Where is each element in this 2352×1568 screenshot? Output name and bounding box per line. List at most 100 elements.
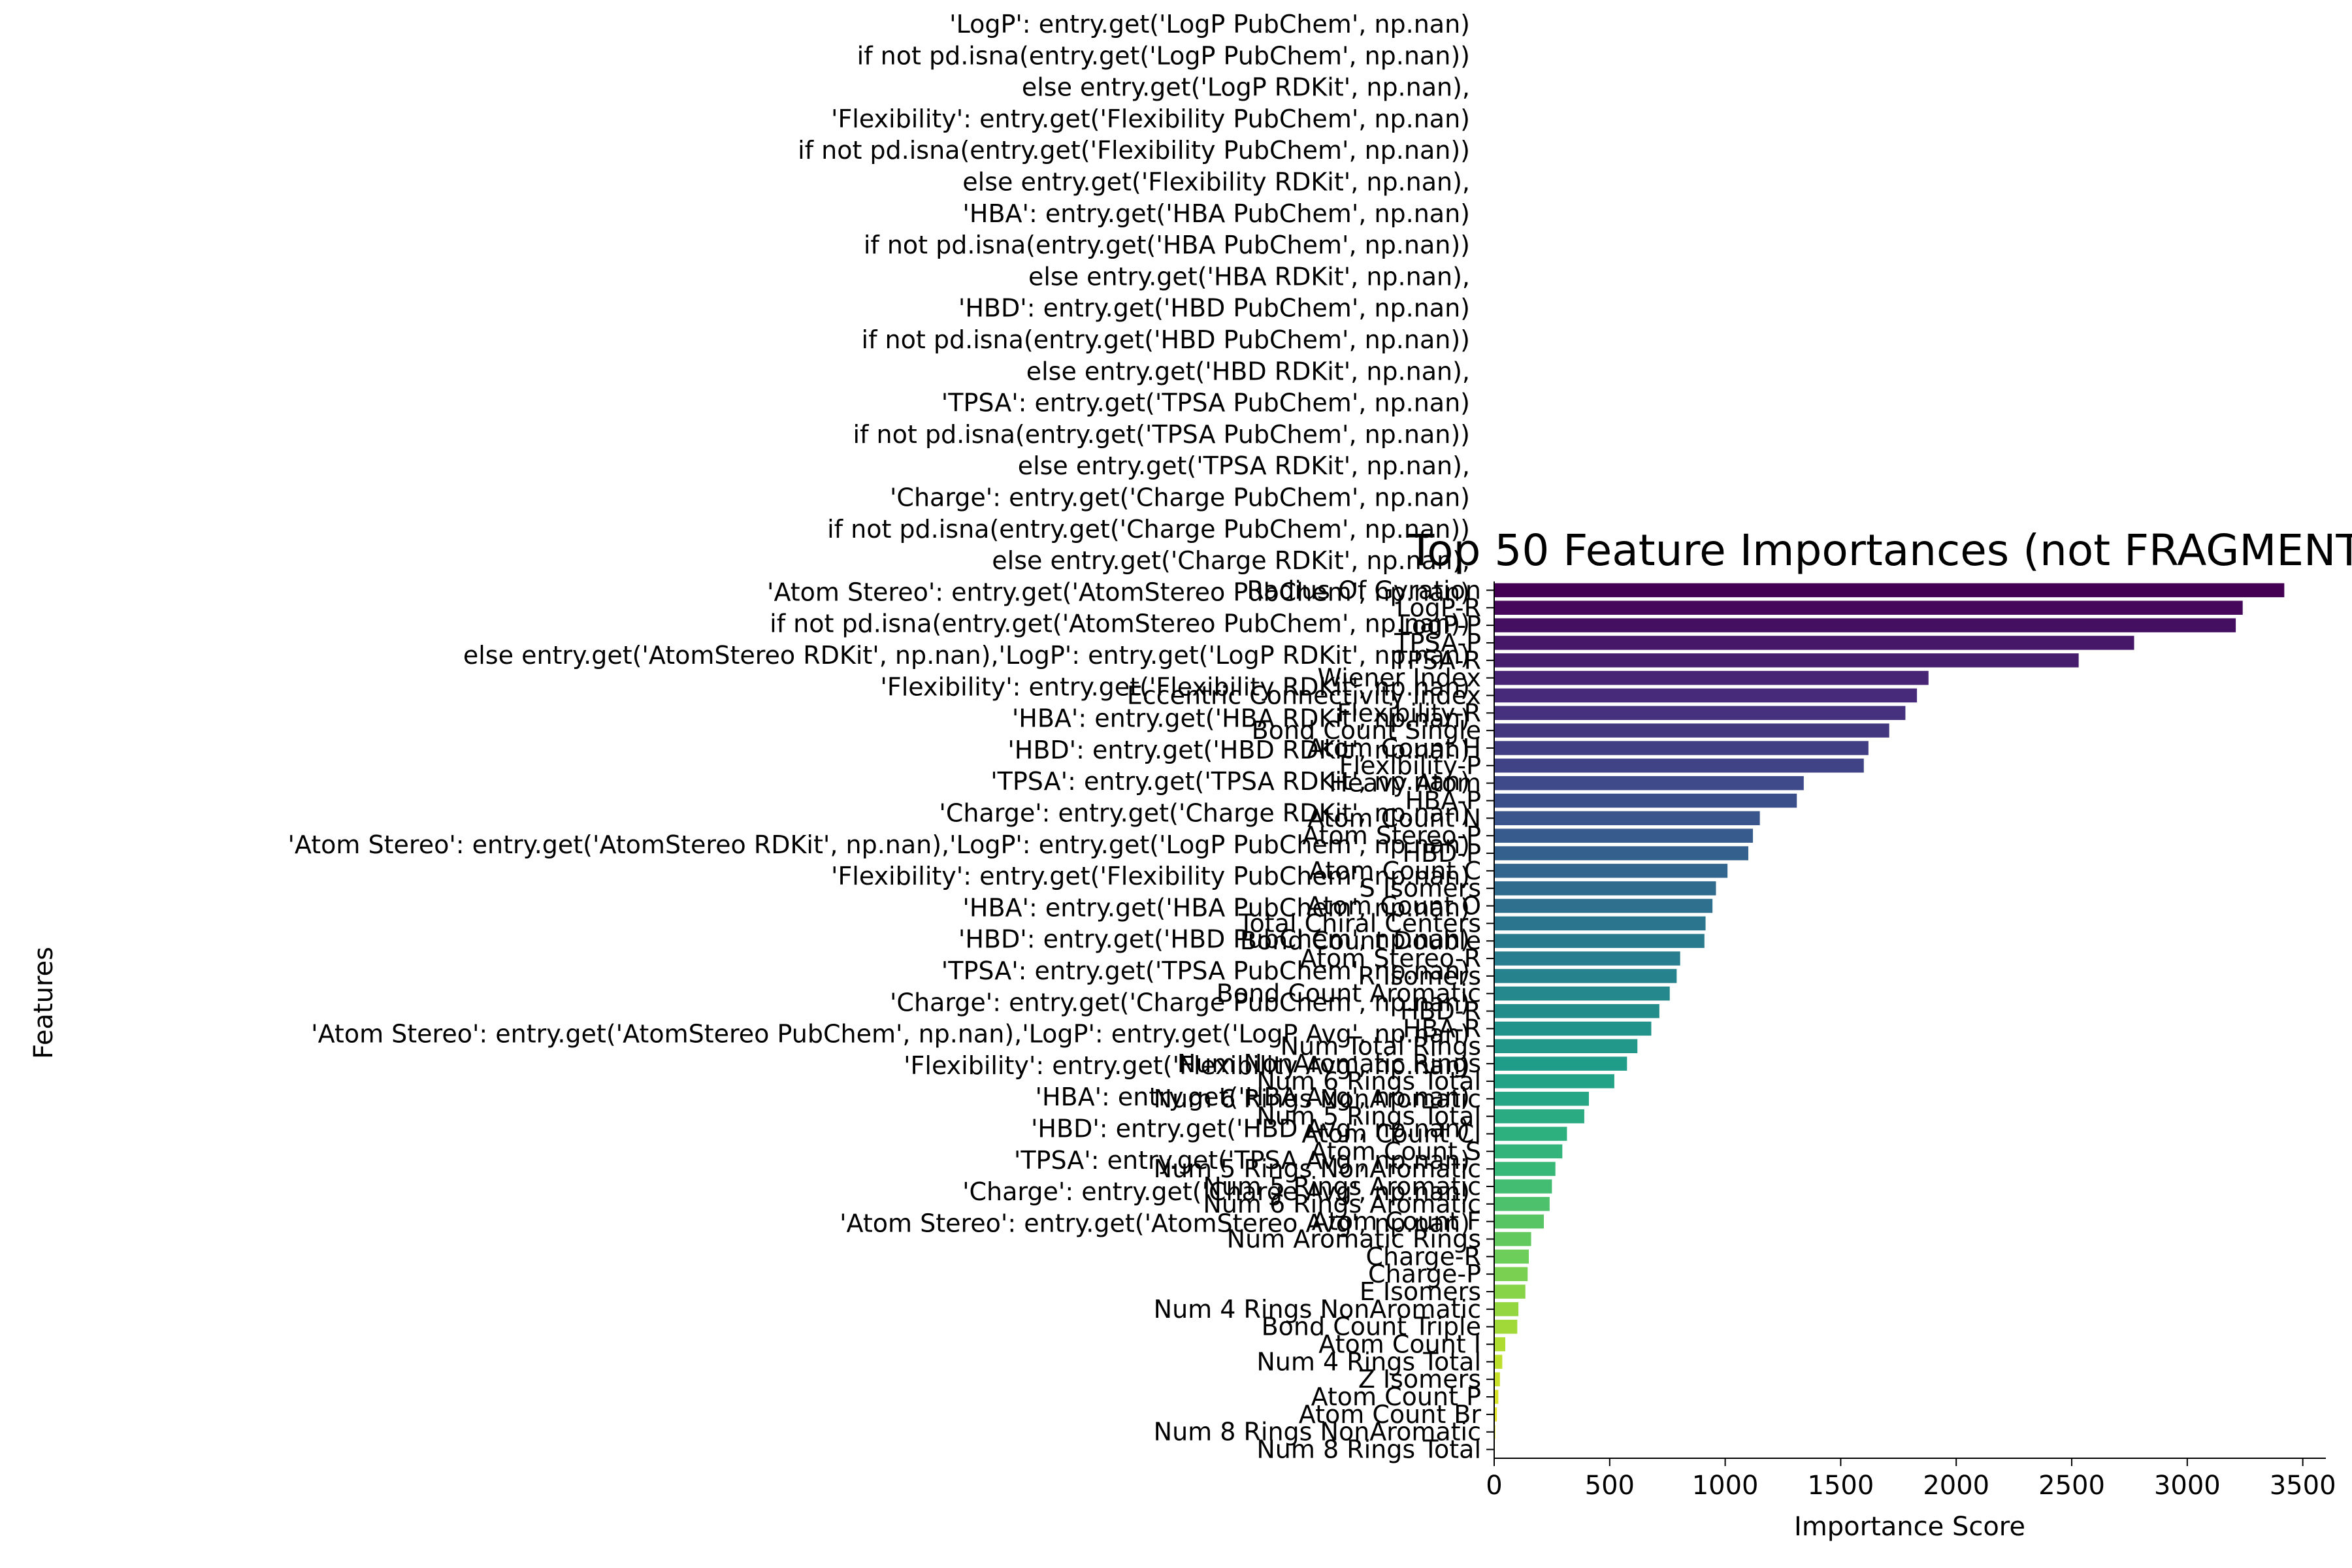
category-label: Num 5 Rings NonAromatic bbox=[1154, 1154, 1481, 1183]
overlay-text-line: 'HBA': entry.get('HBA PubChem', np.nan) bbox=[962, 893, 1470, 922]
bar bbox=[1494, 1319, 1518, 1334]
category-label: Bond Count Single bbox=[1252, 716, 1481, 745]
bar bbox=[1494, 951, 1680, 966]
category-label: S Isomers bbox=[1360, 874, 1481, 903]
chart-title: Top 50 Feature Importances (not FRAGMENT bbox=[1407, 525, 2352, 576]
y-axis-label: Features bbox=[29, 947, 59, 1059]
category-label: Flexibility-P bbox=[1339, 751, 1481, 780]
overlay-text-line: else entry.get('Flexibility RDKit', np.n… bbox=[962, 168, 1470, 197]
overlay-text-line: 'TPSA': entry.get('TPSA PubChem', np.nan… bbox=[941, 389, 1470, 417]
bar bbox=[1494, 846, 1748, 860]
overlay-text-line: 'Atom Stereo': entry.get('AtomStereo RDK… bbox=[287, 830, 1470, 859]
category-label: Eccentric Connectivity Index bbox=[1127, 681, 1481, 710]
bar bbox=[1494, 828, 1754, 843]
overlay-text-layer: 'LogP': entry.get('LogP PubChem', np.nan… bbox=[287, 10, 1470, 1237]
category-label: Num 5 Rings Total bbox=[1256, 1102, 1481, 1131]
category-label: Atom Count H bbox=[1307, 734, 1481, 762]
overlay-text-line: 'HBD': entry.get('HBD PubChem', np.nan) bbox=[958, 294, 1470, 323]
bar bbox=[1494, 793, 1797, 808]
overlay-text-line: if not pd.isna(entry.get('Flexibility Pu… bbox=[798, 136, 1470, 165]
bar bbox=[1494, 898, 1713, 913]
overlay-text-line: 'Charge': entry.get('Charge RDKit', np.n… bbox=[939, 799, 1470, 828]
bar bbox=[1494, 1056, 1627, 1071]
bar bbox=[1494, 1126, 1567, 1141]
category-label: HBD-P bbox=[1402, 839, 1481, 868]
overlay-text-line: else entry.get('HBD RDKit', np.nan), bbox=[1026, 357, 1470, 385]
category-label: Num 6 Rings Aromatic bbox=[1203, 1190, 1481, 1218]
overlay-text-line: 'Atom Stereo': entry.get('AtomStereo Pub… bbox=[311, 1020, 1470, 1049]
bar bbox=[1494, 653, 2079, 668]
category-label: Num 4 Rings NonAromatic bbox=[1154, 1295, 1481, 1324]
bar bbox=[1494, 1354, 1503, 1369]
category-label: Num 6 Rings NonAromatic bbox=[1154, 1085, 1481, 1113]
overlay-text-line: 'HBD': entry.get('HBD Avg', np.nan) bbox=[1031, 1115, 1470, 1143]
overlay-text-line: if not pd.isna(entry.get('HBA PubChem', … bbox=[864, 231, 1470, 259]
overlay-text-line: if not pd.isna(entry.get('Charge PubChem… bbox=[827, 515, 1470, 544]
bar bbox=[1494, 1092, 1589, 1106]
overlay-text-line: else entry.get('AtomStereo RDKit', np.na… bbox=[463, 641, 1470, 670]
category-label: Num Aromatic Rings bbox=[1227, 1225, 1481, 1254]
bar bbox=[1494, 969, 1677, 983]
bar bbox=[1494, 1039, 1638, 1053]
bar bbox=[1494, 1021, 1652, 1036]
overlay-text-line: 'LogP': entry.get('LogP PubChem', np.nan… bbox=[949, 10, 1470, 39]
overlay-text-line: if not pd.isna(entry.get('AtomStereo Pub… bbox=[770, 610, 1470, 638]
category-label: Atom Stereo-P bbox=[1302, 821, 1481, 850]
overlay-text-line: else entry.get('Charge RDKit', np.nan), bbox=[992, 546, 1470, 575]
bar bbox=[1494, 583, 2285, 598]
overlay-text-line: 'Atom Stereo': entry.get('AtomStereo Avg… bbox=[840, 1209, 1470, 1237]
category-label: TPSA-R bbox=[1392, 646, 1481, 675]
x-tick-label: 2000 bbox=[1923, 1471, 1989, 1501]
overlay-text-line: if not pd.isna(entry.get('TPSA PubChem',… bbox=[853, 420, 1471, 449]
category-label: Z Isomers bbox=[1358, 1365, 1481, 1394]
category-label: HBA-P bbox=[1405, 787, 1481, 815]
overlay-text-line: if not pd.isna(entry.get('HBD PubChem', … bbox=[862, 325, 1470, 354]
category-label: Atom Count C bbox=[1309, 857, 1481, 885]
category-label: Atom Count Br bbox=[1299, 1400, 1482, 1429]
overlay-text-line: 'Flexibility': entry.get('Flexibility RD… bbox=[880, 672, 1470, 701]
category-label: Atom Count F bbox=[1312, 1207, 1481, 1236]
category-label: Flexibility-R bbox=[1337, 698, 1481, 727]
category-label: Atom Count Cl bbox=[1301, 1119, 1481, 1148]
category-label: Num NonAromatic Rings bbox=[1177, 1049, 1481, 1078]
overlay-text-line: 'Charge': entry.get('Charge PubChem', np… bbox=[890, 483, 1470, 512]
bar bbox=[1494, 600, 2243, 615]
bar bbox=[1494, 934, 1705, 948]
overlay-text-line: 'Atom Stereo': entry.get('AtomStereo Pub… bbox=[767, 578, 1470, 606]
category-label: Bond Count Aromatic bbox=[1217, 979, 1481, 1008]
overlay-text-line: 'HBD': entry.get('HBD RDKit', np.nan) bbox=[1007, 736, 1470, 764]
category-label: HBA-R bbox=[1403, 1014, 1481, 1043]
overlay-text-line: 'Flexibility': entry.get('Flexibility Av… bbox=[904, 1051, 1470, 1080]
axes: 0 500 1000 1500 2000 2500 3000 3500 bbox=[1486, 581, 2336, 1501]
bar bbox=[1494, 723, 1889, 738]
overlay-text-line: 'TPSA': entry.get('TPSA Avg', np.nan) bbox=[1014, 1146, 1470, 1175]
x-tick-label: 3000 bbox=[2154, 1471, 2221, 1501]
category-label: Charge-P bbox=[1368, 1260, 1481, 1288]
bar bbox=[1494, 670, 1929, 685]
category-label: Num 4 Rings Total bbox=[1256, 1347, 1481, 1376]
bar bbox=[1494, 1214, 1544, 1229]
overlay-text-line: 'TPSA': entry.get('TPSA PubChem', np.nan… bbox=[941, 956, 1470, 985]
category-label: HBD-R bbox=[1400, 997, 1481, 1026]
bar bbox=[1494, 1162, 1556, 1176]
category-label: R Isomers bbox=[1358, 962, 1481, 990]
overlay-text-line: 'HBD': entry.get('HBD PubChem', np.nan) bbox=[958, 925, 1470, 954]
x-tick-label: 2500 bbox=[2038, 1471, 2105, 1501]
bar bbox=[1494, 1249, 1529, 1264]
bar bbox=[1494, 1267, 1528, 1281]
overlay-text-line: 'HBA': entry.get('HBA RDKit', np.nan) bbox=[1012, 704, 1470, 733]
bar bbox=[1494, 1284, 1526, 1299]
category-label: Atom Count I bbox=[1318, 1330, 1481, 1359]
bar bbox=[1494, 1232, 1531, 1247]
category-label: TPSA-P bbox=[1394, 629, 1481, 657]
bar bbox=[1494, 1179, 1552, 1194]
overlay-text-line: 'HBA': entry.get('HBA Avg', np.nan) bbox=[1036, 1083, 1470, 1111]
bar bbox=[1494, 916, 1706, 931]
category-label: Bond Count Triple bbox=[1262, 1313, 1481, 1341]
category-label: Atom Count P bbox=[1311, 1382, 1481, 1411]
overlay-text-line: if not pd.isna(entry.get('LogP PubChem',… bbox=[857, 41, 1470, 70]
overlay-text-line: 'TPSA': entry.get('TPSA RDKit', np.nan) bbox=[990, 767, 1470, 796]
category-label: Radius Of Gyration bbox=[1247, 576, 1482, 604]
bar bbox=[1494, 759, 1864, 773]
